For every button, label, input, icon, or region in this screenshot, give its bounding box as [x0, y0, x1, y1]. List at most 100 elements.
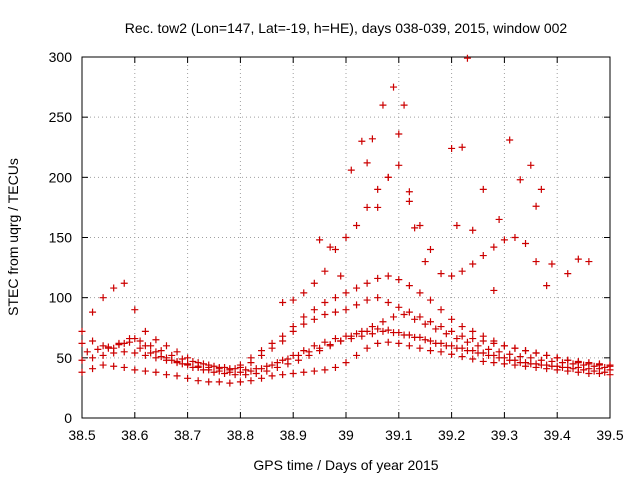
data-points	[78, 54, 614, 387]
data-point	[574, 359, 582, 367]
data-point	[300, 289, 308, 297]
data-point	[416, 221, 424, 229]
data-point	[289, 323, 297, 331]
data-point	[516, 353, 524, 361]
data-point	[395, 130, 403, 138]
data-point	[226, 379, 234, 387]
data-point	[294, 356, 302, 364]
data-point	[564, 356, 572, 364]
data-point	[543, 351, 551, 359]
data-point	[516, 176, 524, 184]
data-point	[405, 308, 413, 316]
data-point	[152, 348, 160, 356]
data-point	[490, 243, 498, 251]
data-point	[395, 303, 403, 311]
data-point	[353, 330, 361, 338]
x-tick-label: 39.1	[385, 427, 412, 443]
data-point	[432, 325, 440, 333]
data-point	[273, 363, 281, 371]
data-point	[157, 347, 165, 355]
data-point	[184, 374, 192, 382]
series-sat-j	[448, 54, 498, 294]
data-point	[141, 327, 149, 335]
data-point	[469, 327, 477, 335]
data-point	[210, 362, 218, 370]
data-point	[574, 255, 582, 263]
data-point	[601, 363, 609, 371]
data-point	[527, 360, 535, 368]
data-point	[458, 267, 466, 275]
data-point	[379, 327, 387, 335]
data-point	[104, 343, 112, 351]
data-point	[305, 351, 313, 359]
data-point	[141, 351, 149, 359]
data-point	[337, 337, 345, 345]
data-point	[310, 367, 318, 375]
y-tick-label: 0	[64, 410, 72, 426]
data-point	[379, 101, 387, 109]
data-point	[210, 368, 218, 376]
data-point	[110, 284, 118, 292]
data-point	[120, 363, 128, 371]
x-tick-label: 38.8	[227, 427, 254, 443]
data-point	[595, 361, 603, 369]
data-point	[463, 347, 471, 355]
data-point	[321, 298, 329, 306]
data-point	[268, 361, 276, 369]
data-point	[548, 357, 556, 365]
data-point	[390, 83, 398, 91]
data-point	[99, 294, 107, 302]
data-point	[395, 161, 403, 169]
data-point	[89, 308, 97, 316]
data-point	[342, 359, 350, 367]
data-point	[374, 325, 382, 333]
data-point	[162, 342, 170, 350]
data-point	[469, 226, 477, 234]
data-point	[374, 185, 382, 193]
data-point	[458, 323, 466, 331]
data-point	[231, 371, 239, 379]
data-point	[279, 356, 287, 364]
data-point	[400, 101, 408, 109]
data-point	[374, 339, 382, 347]
data-point	[363, 279, 371, 287]
data-point	[78, 339, 86, 347]
data-point	[485, 345, 493, 353]
data-point	[310, 342, 318, 350]
data-point	[284, 360, 292, 368]
data-point	[421, 336, 429, 344]
data-point	[321, 267, 329, 275]
data-point	[405, 197, 413, 205]
data-point	[585, 258, 593, 266]
data-point	[511, 234, 519, 241]
data-point	[495, 354, 503, 362]
data-point	[448, 272, 456, 280]
series-sat-f	[83, 311, 609, 379]
data-point	[78, 368, 86, 376]
data-point	[78, 356, 86, 364]
data-point	[310, 306, 318, 314]
data-point	[411, 224, 419, 232]
y-axis-label: STEC from uqrg / TECUs	[5, 158, 21, 316]
data-point	[495, 348, 503, 356]
data-point	[300, 320, 308, 328]
y-tick-label: 250	[49, 109, 73, 125]
data-point	[115, 341, 123, 349]
data-point	[395, 276, 403, 284]
data-point	[458, 143, 466, 151]
x-tick-label: 38.7	[174, 427, 201, 443]
data-point	[416, 289, 424, 297]
data-point	[236, 378, 244, 386]
data-point	[384, 338, 392, 346]
data-point	[331, 308, 339, 316]
data-point	[511, 344, 519, 352]
data-point	[247, 354, 255, 362]
data-point	[342, 234, 350, 241]
data-point	[331, 246, 339, 254]
data-point	[300, 368, 308, 376]
data-point	[569, 360, 577, 368]
axis-ticks	[81, 56, 611, 419]
x-tick-label: 39.4	[544, 427, 571, 443]
data-point	[310, 279, 318, 287]
data-point	[321, 338, 329, 346]
